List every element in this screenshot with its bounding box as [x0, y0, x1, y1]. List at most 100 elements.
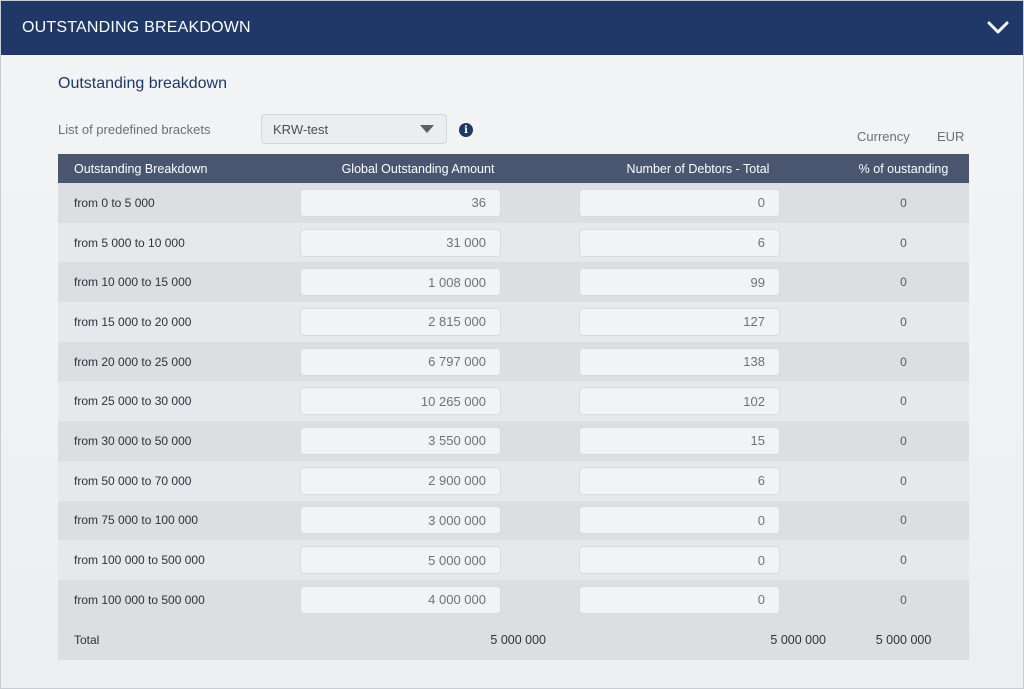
column-header-amount: Global Outstanding Amount: [341, 161, 495, 176]
debtors-field[interactable]: 15: [579, 426, 780, 455]
debtors-field[interactable]: 127: [579, 307, 780, 336]
debtors-field[interactable]: 99: [579, 268, 780, 297]
amount-cell: 2 815 000: [278, 302, 558, 342]
amount-field[interactable]: 3 550 000: [300, 426, 501, 455]
debtors-cell: 99: [558, 262, 838, 302]
amount-field[interactable]: 36: [300, 188, 501, 217]
amount-cell: 36: [278, 183, 558, 223]
row-range: from 75 000 to 100 000: [74, 513, 199, 528]
table-row: from 50 000 to 70 000 2 900 000 6 0: [58, 460, 969, 501]
amount-cell: 10 265 000: [278, 381, 558, 421]
row-range: from 50 000 to 70 000: [74, 473, 192, 488]
percent-cell: 0: [900, 553, 907, 568]
debtors-cell: 6: [558, 223, 838, 263]
brackets-select-value: KRW-test: [273, 121, 329, 137]
debtors-field[interactable]: 102: [579, 387, 780, 416]
amount-field[interactable]: 3 000 000: [300, 506, 501, 535]
table-body: from 0 to 5 000 36 0 0 from 5 000 to 10 000 3…: [58, 183, 969, 620]
table-row: from 75 000 to 100 000 3 000 000 0 0: [58, 500, 969, 541]
panel-title: OUTSTANDING BREAKDOWN: [22, 19, 251, 36]
debtors-field[interactable]: 0: [579, 506, 780, 535]
percent-cell: 0: [900, 433, 907, 448]
percent-cell: 0: [900, 275, 907, 290]
percent-cell: 0: [900, 354, 907, 369]
debtors-cell: 138: [558, 342, 838, 382]
debtors-field[interactable]: 0: [579, 585, 780, 614]
debtors-field[interactable]: 6: [579, 228, 780, 257]
debtors-field[interactable]: 6: [579, 466, 780, 495]
total-label: Total: [74, 632, 100, 647]
percent-cell: 0: [900, 314, 907, 329]
row-range: from 15 000 to 20 000: [74, 314, 192, 329]
amount-field[interactable]: 10 265 000: [300, 387, 501, 416]
caret-down-icon: [420, 125, 434, 133]
amount-field[interactable]: 2 815 000: [300, 307, 501, 336]
total-percent: 5 000 000: [875, 632, 932, 647]
total-row: Total 5 000 000 5 000 000 5 000 000: [58, 619, 969, 660]
debtors-cell: 0: [558, 183, 838, 223]
table-row: from 10 000 to 15 000 1 008 000 99 0: [58, 262, 969, 303]
debtors-cell: 6: [558, 461, 838, 501]
table-row: from 100 000 to 500 000 4 000 000 0 0: [58, 579, 969, 620]
panel-header[interactable]: OUTSTANDING BREAKDOWN: [1, 1, 1023, 55]
row-range: from 10 000 to 15 000: [74, 275, 192, 290]
info-icon[interactable]: i: [459, 123, 473, 137]
chevron-down-icon[interactable]: [985, 15, 1011, 41]
amount-field[interactable]: 2 900 000: [300, 466, 501, 495]
amount-cell: 4 000 000: [278, 580, 558, 620]
currency-label: Currency: [857, 129, 910, 144]
amount-field[interactable]: 31 000: [300, 228, 501, 257]
total-debtors: 5 000 000: [770, 632, 826, 647]
amount-cell: 2 900 000: [278, 461, 558, 501]
debtors-field[interactable]: 0: [579, 546, 780, 575]
debtors-cell: 102: [558, 381, 838, 421]
table-header: Outstanding Breakdown Global Outstanding…: [58, 154, 969, 183]
column-header-percent: % of oustanding: [858, 161, 949, 176]
amount-cell: 6 797 000: [278, 342, 558, 382]
table-row: from 20 000 to 25 000 6 797 000 138 0: [58, 341, 969, 382]
amount-cell: 3 000 000: [278, 501, 558, 541]
amount-cell: 5 000 000: [278, 540, 558, 580]
percent-cell: 0: [900, 394, 907, 409]
brackets-label: List of predefined brackets: [58, 122, 211, 137]
amount-cell: 31 000: [278, 223, 558, 263]
percent-cell: 0: [900, 592, 907, 607]
row-range: from 20 000 to 25 000: [74, 354, 192, 369]
table-row: from 5 000 to 10 000 31 000 6 0: [58, 222, 969, 263]
amount-field[interactable]: 4 000 000: [300, 585, 501, 614]
row-range: from 5 000 to 10 000: [74, 235, 185, 250]
amount-field[interactable]: 5 000 000: [300, 546, 501, 575]
table-row: from 25 000 to 30 000 10 265 000 102 0: [58, 381, 969, 422]
row-range: from 100 000 to 500 000: [74, 592, 205, 607]
debtors-field[interactable]: 138: [579, 347, 780, 376]
percent-cell: 0: [900, 473, 907, 488]
amount-field[interactable]: 6 797 000: [300, 347, 501, 376]
row-range: from 0 to 5 000: [74, 195, 155, 210]
brackets-select[interactable]: KRW-test: [261, 114, 447, 144]
section-title: Outstanding breakdown: [58, 75, 227, 92]
debtors-cell: 0: [558, 540, 838, 580]
currency-value: EUR: [937, 129, 965, 144]
debtors-field[interactable]: 0: [579, 188, 780, 217]
column-header-debtors: Number of Debtors - Total: [626, 161, 770, 176]
percent-cell: 0: [900, 513, 907, 528]
table-row: from 15 000 to 20 000 2 815 000 127 0: [58, 302, 969, 342]
percent-cell: 0: [900, 235, 907, 250]
percent-cell: 0: [900, 195, 907, 210]
row-range: from 100 000 to 500 000: [74, 553, 205, 568]
amount-field[interactable]: 1 008 000: [300, 268, 501, 297]
amount-cell: 1 008 000: [278, 262, 558, 302]
amount-cell: 3 550 000: [278, 421, 558, 461]
table-row: from 0 to 5 000 36 0 0: [58, 183, 969, 223]
table-row: from 100 000 to 500 000 5 000 000 0 0: [58, 540, 969, 580]
debtors-cell: 0: [558, 580, 838, 620]
breakdown-table: Outstanding Breakdown Global Outstanding…: [58, 154, 969, 660]
table-row: from 30 000 to 50 000 3 550 000 15 0: [58, 421, 969, 461]
column-header-breakdown: Outstanding Breakdown: [74, 161, 208, 176]
debtors-cell: 15: [558, 421, 838, 461]
row-range: from 25 000 to 30 000: [74, 394, 192, 409]
debtors-cell: 127: [558, 302, 838, 342]
debtors-cell: 0: [558, 501, 838, 541]
total-amount: 5 000 000: [490, 632, 546, 647]
